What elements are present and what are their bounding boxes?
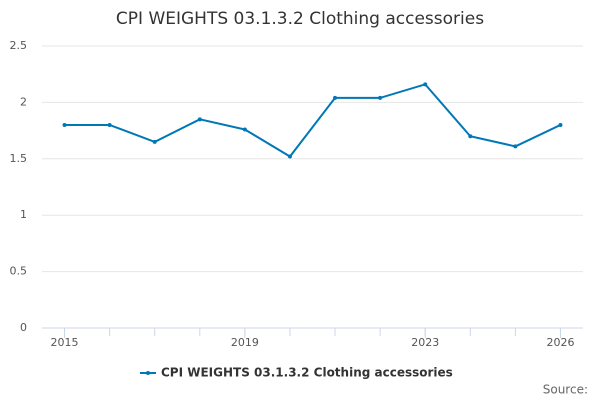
data-point (468, 134, 473, 139)
data-point (378, 95, 383, 100)
y-tick-label: 1 (20, 208, 27, 221)
data-point (558, 122, 563, 127)
legend-marker (146, 371, 150, 375)
x-tick-label: 2015 (51, 336, 79, 349)
y-tick-label: 2.5 (10, 39, 28, 52)
data-point (287, 154, 292, 159)
data-point (333, 95, 338, 100)
data-point (107, 122, 112, 127)
y-tick-label: 0.5 (10, 265, 28, 278)
legend-label: CPI WEIGHTS 03.1.3.2 Clothing accessorie… (161, 366, 453, 380)
source: Source: (543, 383, 588, 397)
y-tick-label: 2 (20, 95, 27, 108)
y-tick-label: 1.5 (10, 152, 28, 165)
data-point (242, 127, 247, 132)
x-tick-label: 2023 (411, 336, 439, 349)
series-line (64, 83, 561, 158)
data-point (152, 139, 157, 144)
data-point (513, 144, 518, 149)
x-tick-label: 2026 (546, 336, 574, 349)
chart-title: CPI WEIGHTS 03.1.3.2 Clothing accessorie… (116, 9, 484, 29)
y-tick-label: 0 (20, 321, 27, 334)
data-point (62, 122, 67, 127)
x-tick-label: 2019 (231, 336, 259, 349)
data-point (197, 117, 202, 122)
data-point (423, 82, 428, 87)
